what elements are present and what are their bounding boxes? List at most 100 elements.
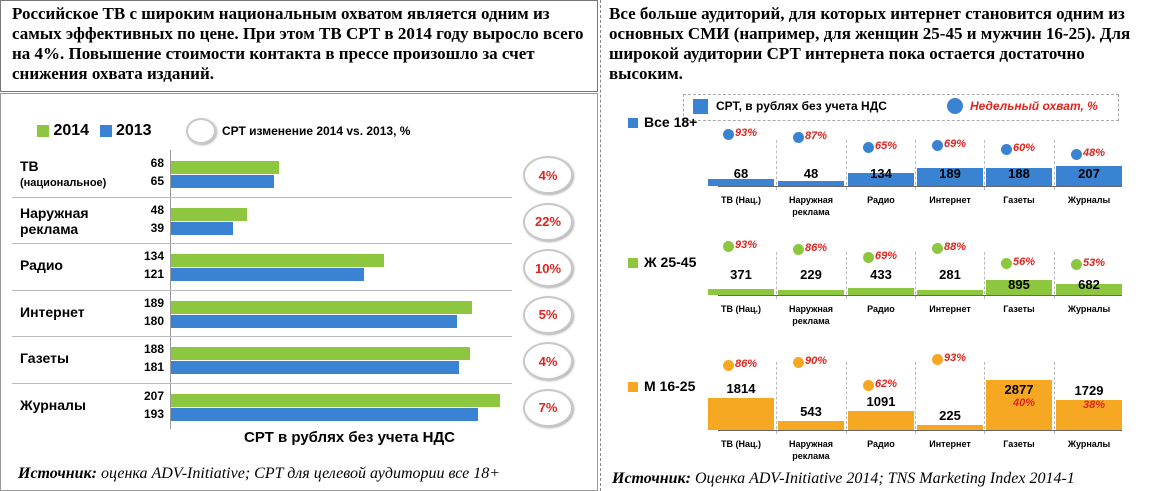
reach-label: 86% (735, 357, 758, 370)
cpt-bar (778, 420, 844, 430)
right-source: Источник: Оценка ADV-Initiative 2014; TN… (612, 470, 1075, 488)
cpt-value: 189 (939, 166, 961, 181)
reach-dot (863, 251, 874, 263)
bar-2013 (171, 175, 275, 188)
group-swatch (628, 258, 638, 268)
cpt-bar (778, 290, 844, 295)
left-source: Источник: оценка ADV-Initiative; CPT для… (18, 465, 500, 483)
bar-2013 (171, 268, 364, 281)
reach-dot (1001, 257, 1012, 269)
panel-divider (600, 0, 601, 491)
row-separator (12, 289, 512, 291)
cpt-bar (986, 380, 1052, 430)
col-separator (915, 252, 916, 299)
reach-dot (723, 129, 734, 141)
bar-2014 (171, 300, 472, 314)
reach-dot (793, 131, 804, 143)
bar-2014 (171, 254, 385, 267)
group-swatch (628, 118, 638, 128)
reach-label: 62% (875, 378, 898, 391)
value-label-2014: 207 (143, 388, 164, 403)
col-separator (846, 362, 847, 434)
category-label: Газеты (1003, 439, 1035, 449)
cpt-bar (708, 179, 774, 186)
right-legend-bar-swatch (693, 99, 708, 114)
cpt-value: 207 (1078, 166, 1100, 181)
reach-dot (1071, 149, 1082, 161)
cpt-bar (917, 167, 983, 186)
category-label: Радио (20, 257, 63, 273)
col-separator (1054, 140, 1055, 190)
category-label: Наружная (20, 204, 89, 221)
reach-dot (1071, 259, 1082, 271)
cpt-bar (1056, 283, 1122, 295)
reach-dot (932, 353, 943, 365)
reach-dot (863, 380, 874, 392)
change-pct-circle: 10% (523, 249, 573, 287)
group-baseline (718, 430, 1122, 431)
left-header-frame (0, 0, 598, 92)
cpt-value: 1814 (726, 381, 756, 397)
reach-label: 48% (1083, 147, 1106, 160)
category-label: Наружная реклама (788, 439, 834, 461)
legend-2014-label: 2014 (53, 122, 90, 139)
category-label: Интернет (929, 439, 971, 449)
category-label: Журналы (1067, 439, 1111, 449)
category-label: Радио (867, 195, 895, 205)
value-label-2014: 48 (150, 202, 164, 217)
bar-2014 (171, 393, 501, 407)
cpt-bar (917, 425, 983, 430)
category-label: Радио (867, 304, 895, 314)
col-separator (776, 252, 777, 299)
legend-change-circle-icon (186, 118, 216, 144)
group-baseline (718, 186, 1122, 187)
value-label-2014: 134 (143, 249, 164, 263)
group-label: Все 18+ (644, 114, 698, 130)
right-source-text: Оценка ADV-Initiative 2014; TNS Marketin… (690, 470, 1075, 487)
right-source-label: Источник: (612, 470, 691, 487)
col-separator (776, 140, 777, 190)
cpt-bar (917, 290, 983, 295)
cpt-value: 229 (800, 267, 822, 282)
category-label: ТВ (Нац.) (720, 439, 762, 449)
bar-2014 (171, 207, 248, 221)
col-separator (846, 252, 847, 299)
cpt-value: 2877 (1004, 382, 1034, 397)
left-legend: 2014 2013 (37, 122, 152, 140)
row-separator (12, 243, 512, 244)
change-pct-circle: 22% (523, 202, 573, 241)
reach-dot (932, 243, 943, 255)
reach-label: 93% (735, 239, 758, 252)
cpt-bar (708, 398, 774, 430)
value-label-2013: 181 (143, 360, 164, 374)
col-separator (776, 362, 777, 434)
col-separator (915, 140, 916, 190)
value-label-2013: 65 (150, 174, 164, 188)
category-sublabel: реклама (20, 220, 79, 237)
cpt-value: 134 (870, 166, 892, 181)
bar-2014 (171, 161, 280, 174)
value-label-2013: 121 (143, 267, 164, 281)
category-label: Интернет (20, 303, 85, 320)
cpt-bar (848, 411, 914, 430)
category-label: Интернет (929, 304, 971, 314)
change-pct-circle: 4% (523, 342, 573, 380)
cpt-value: 371 (730, 267, 752, 282)
group-label: Ж 25-45 (644, 254, 697, 270)
category-label: ТВ (20, 158, 39, 174)
cpt-value: 281 (939, 267, 961, 282)
group-baseline (718, 295, 1122, 296)
reach-label: 88% (944, 241, 967, 254)
col-separator (1054, 252, 1055, 299)
value-label-2014: 189 (143, 295, 164, 310)
cpt-value: 68 (733, 166, 749, 181)
category-label: ТВ (Нац.) (720, 304, 762, 314)
left-chart-title: СРТ в рублях без учета НДС (244, 429, 455, 446)
row-separator (12, 196, 512, 198)
cpt-bar (1056, 399, 1122, 430)
reach-dot (723, 241, 734, 253)
cpt-bar (848, 173, 914, 186)
cpt-value: 225 (939, 408, 961, 423)
cpt-bar (986, 280, 1052, 295)
cpt-value: 895 (1008, 277, 1030, 292)
